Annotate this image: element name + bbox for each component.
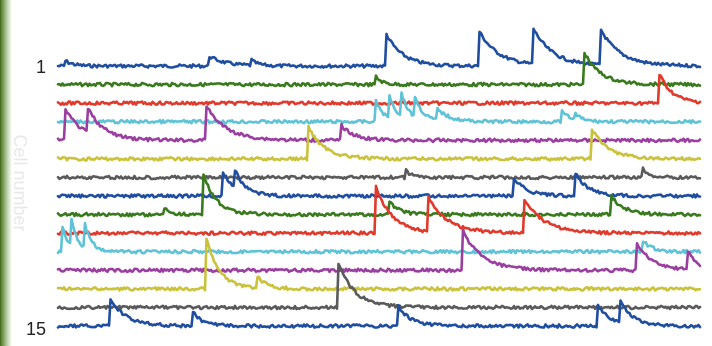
trace-cell-4	[56, 91, 702, 125]
trace-cell-10	[56, 184, 702, 236]
trace-cell-14	[56, 262, 702, 311]
trace-cell-1	[56, 27, 702, 69]
left-image-strip	[0, 0, 12, 346]
trace-cell-13	[56, 237, 702, 292]
y-tick-label-15: 15	[26, 319, 46, 339]
trace-cell-6	[56, 124, 702, 162]
trace-cell-7	[56, 166, 702, 181]
trace-cell-11	[56, 217, 702, 255]
trace-cell-9	[56, 173, 702, 218]
trace-cell-15	[56, 298, 702, 329]
traces-group	[56, 27, 702, 329]
y-tick-label-1: 1	[36, 57, 46, 77]
trace-cell-3	[56, 73, 702, 106]
trace-cell-5	[56, 105, 702, 144]
trace-cell-12	[56, 228, 702, 274]
y-axis-label: Cell number	[10, 134, 30, 231]
trace-cell-2	[56, 51, 702, 88]
